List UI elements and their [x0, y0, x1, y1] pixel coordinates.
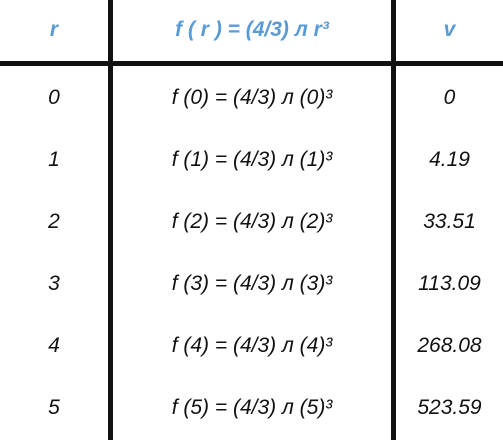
cell-v: 113.09 [418, 272, 481, 295]
table-row: 0 f (0) = (4/3) л (0)³ 0 [0, 78, 503, 118]
table-row: 4 f (4) = (4/3) л (4)³ 268.08 [0, 326, 503, 366]
cell-formula: f (2) = (4/3) л (2)³ [171, 210, 333, 233]
cell-v: 523.59 [417, 396, 482, 419]
cell-v: 4.19 [429, 148, 470, 171]
header-row: r f ( r ) = (4/3) л r³ v [0, 10, 503, 50]
header-v: v [443, 18, 456, 41]
cell-v: 0 [443, 86, 456, 109]
header-formula: f ( r ) = (4/3) л r³ [175, 18, 329, 41]
column-divider-right [391, 0, 396, 440]
cell-v: 33.51 [423, 210, 476, 233]
cell-formula: f (4) = (4/3) л (4)³ [171, 334, 333, 357]
header-r: r [49, 18, 59, 41]
cell-formula: f (0) = (4/3) л (0)³ [171, 86, 333, 109]
cell-r: 4 [48, 334, 60, 357]
cell-r: 2 [48, 210, 60, 233]
cell-r: 0 [48, 86, 60, 109]
cell-formula: f (1) = (4/3) л (1)³ [171, 148, 333, 171]
cell-v: 268.08 [417, 334, 482, 357]
table-row: 1 f (1) = (4/3) л (1)³ 4.19 [0, 140, 503, 180]
cell-r: 5 [48, 396, 60, 419]
column-divider-left [108, 0, 113, 440]
table-row: 2 f (2) = (4/3) л (2)³ 33.51 [0, 202, 503, 242]
cell-r: 3 [48, 272, 60, 295]
cell-formula: f (5) = (4/3) л (5)³ [171, 396, 333, 419]
cell-formula: f (3) = (4/3) л (3)³ [171, 272, 333, 295]
header-divider [0, 61, 503, 66]
table-row: 5 f (5) = (4/3) л (5)³ 523.59 [0, 388, 503, 428]
table-row: 3 f (3) = (4/3) л (3)³ 113.09 [0, 264, 503, 304]
cell-r: 1 [48, 148, 60, 171]
